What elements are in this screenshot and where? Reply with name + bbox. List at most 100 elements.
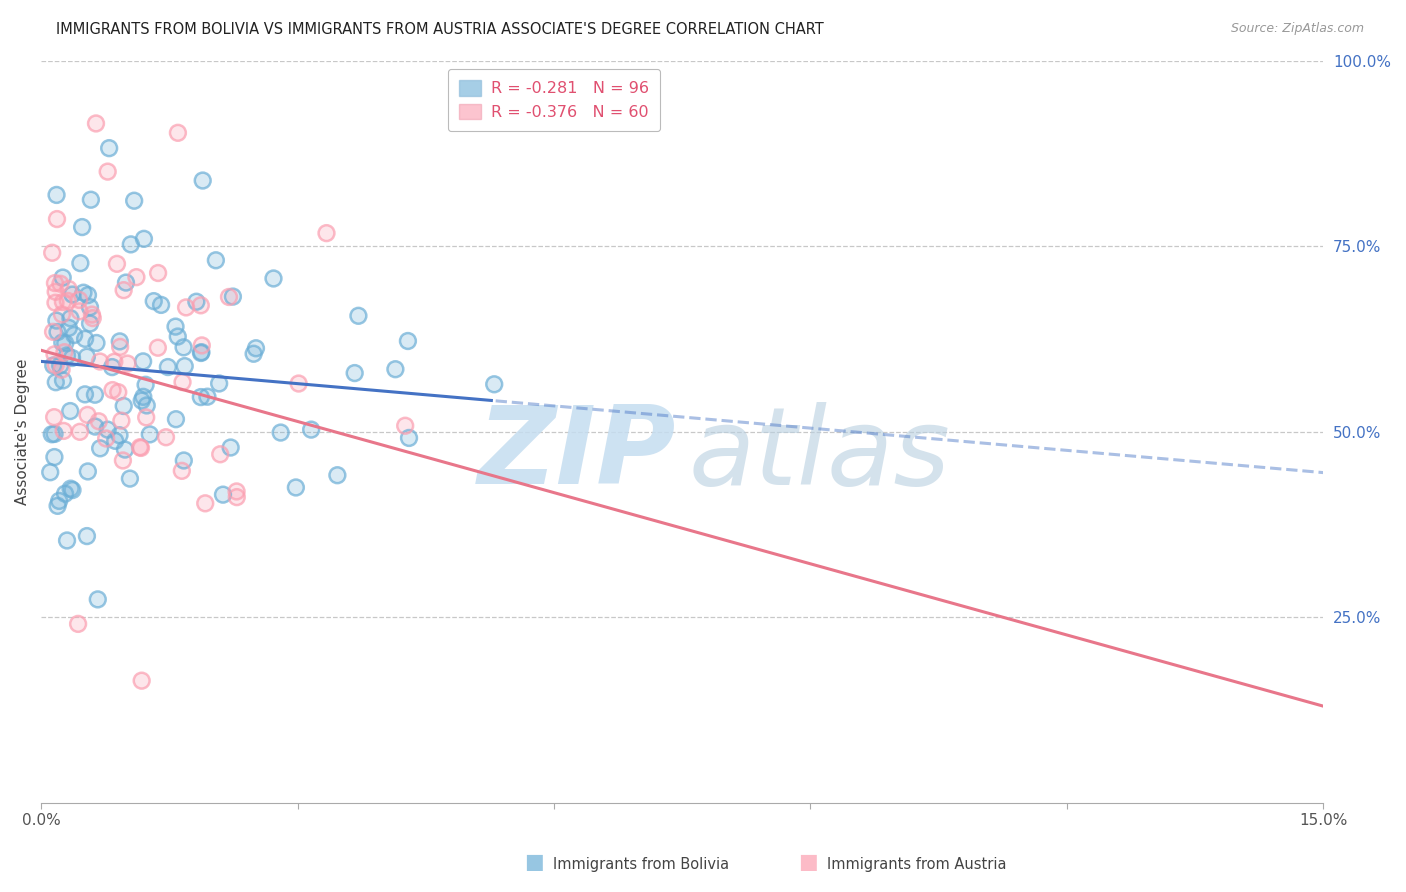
Point	[44, 410, 66, 425]
Point	[190, 345, 212, 359]
Point	[155, 430, 177, 444]
Point	[39, 465, 62, 479]
Point	[59, 404, 82, 418]
Point	[165, 412, 187, 426]
Point	[315, 226, 337, 240]
Point	[104, 434, 127, 448]
Point	[101, 360, 124, 375]
Point	[165, 319, 187, 334]
Point	[76, 350, 98, 364]
Point	[156, 359, 179, 374]
Point	[326, 468, 349, 483]
Point	[53, 486, 76, 500]
Point	[166, 329, 188, 343]
Point	[122, 194, 145, 208]
Point	[245, 341, 267, 355]
Point	[190, 298, 212, 312]
Point	[60, 287, 83, 301]
Point	[82, 311, 104, 326]
Point	[41, 245, 63, 260]
Point	[135, 399, 157, 413]
Point	[45, 313, 67, 327]
Point	[59, 404, 82, 418]
Point	[194, 496, 217, 510]
Point	[225, 484, 247, 499]
Point	[118, 472, 141, 486]
Point	[42, 359, 65, 373]
Point	[67, 293, 90, 307]
Point	[129, 440, 152, 454]
Point	[112, 283, 135, 297]
Point	[79, 317, 101, 331]
Point	[284, 480, 307, 494]
Point	[70, 220, 93, 235]
Point	[58, 321, 80, 335]
Point	[53, 336, 76, 351]
Point	[165, 412, 187, 426]
Point	[45, 188, 67, 202]
Point	[58, 282, 80, 296]
Point	[58, 321, 80, 335]
Point	[77, 288, 100, 302]
Point	[110, 414, 132, 428]
Point	[107, 385, 129, 400]
Point	[87, 414, 110, 428]
Point	[146, 341, 169, 355]
Point	[173, 453, 195, 467]
Point	[48, 494, 70, 508]
Text: atlas: atlas	[689, 401, 950, 507]
Point	[135, 377, 157, 392]
Point	[384, 362, 406, 376]
Point	[209, 447, 232, 461]
Point	[114, 442, 136, 457]
Point	[146, 341, 169, 355]
Point	[52, 373, 75, 387]
Point	[270, 425, 292, 440]
Point	[67, 616, 90, 631]
Point	[41, 427, 63, 442]
Point	[45, 188, 67, 202]
Legend: R = -0.281   N = 96, R = -0.376   N = 60: R = -0.281 N = 96, R = -0.376 N = 60	[449, 69, 661, 131]
Point	[166, 329, 188, 343]
Point	[77, 288, 100, 302]
Point	[42, 325, 65, 339]
Point	[59, 482, 82, 496]
Point	[120, 237, 142, 252]
Point	[59, 482, 82, 496]
Point	[343, 366, 366, 380]
Point	[347, 309, 370, 323]
Point	[45, 313, 67, 327]
Point	[59, 311, 82, 326]
Point	[52, 424, 75, 438]
Point	[218, 290, 240, 304]
Point	[174, 301, 197, 315]
Point	[103, 355, 125, 369]
Point	[44, 276, 66, 290]
Point	[49, 359, 72, 373]
Point	[218, 290, 240, 304]
Point	[41, 245, 63, 260]
Point	[173, 359, 195, 373]
Point	[135, 377, 157, 392]
Point	[190, 345, 212, 359]
Point	[117, 357, 139, 371]
Point	[194, 496, 217, 510]
Point	[69, 425, 91, 439]
Point	[53, 345, 76, 359]
Point	[69, 304, 91, 318]
Point	[131, 673, 153, 688]
Point	[343, 366, 366, 380]
Point	[45, 358, 67, 372]
Point	[191, 173, 214, 187]
Text: ■: ■	[524, 853, 544, 872]
Point	[52, 295, 75, 310]
Point	[398, 431, 420, 445]
Point	[51, 307, 73, 321]
Point	[205, 253, 228, 268]
Point	[87, 592, 110, 607]
Point	[60, 351, 83, 365]
Point	[45, 358, 67, 372]
Point	[173, 340, 195, 354]
Point	[396, 334, 419, 348]
Point	[80, 193, 103, 207]
